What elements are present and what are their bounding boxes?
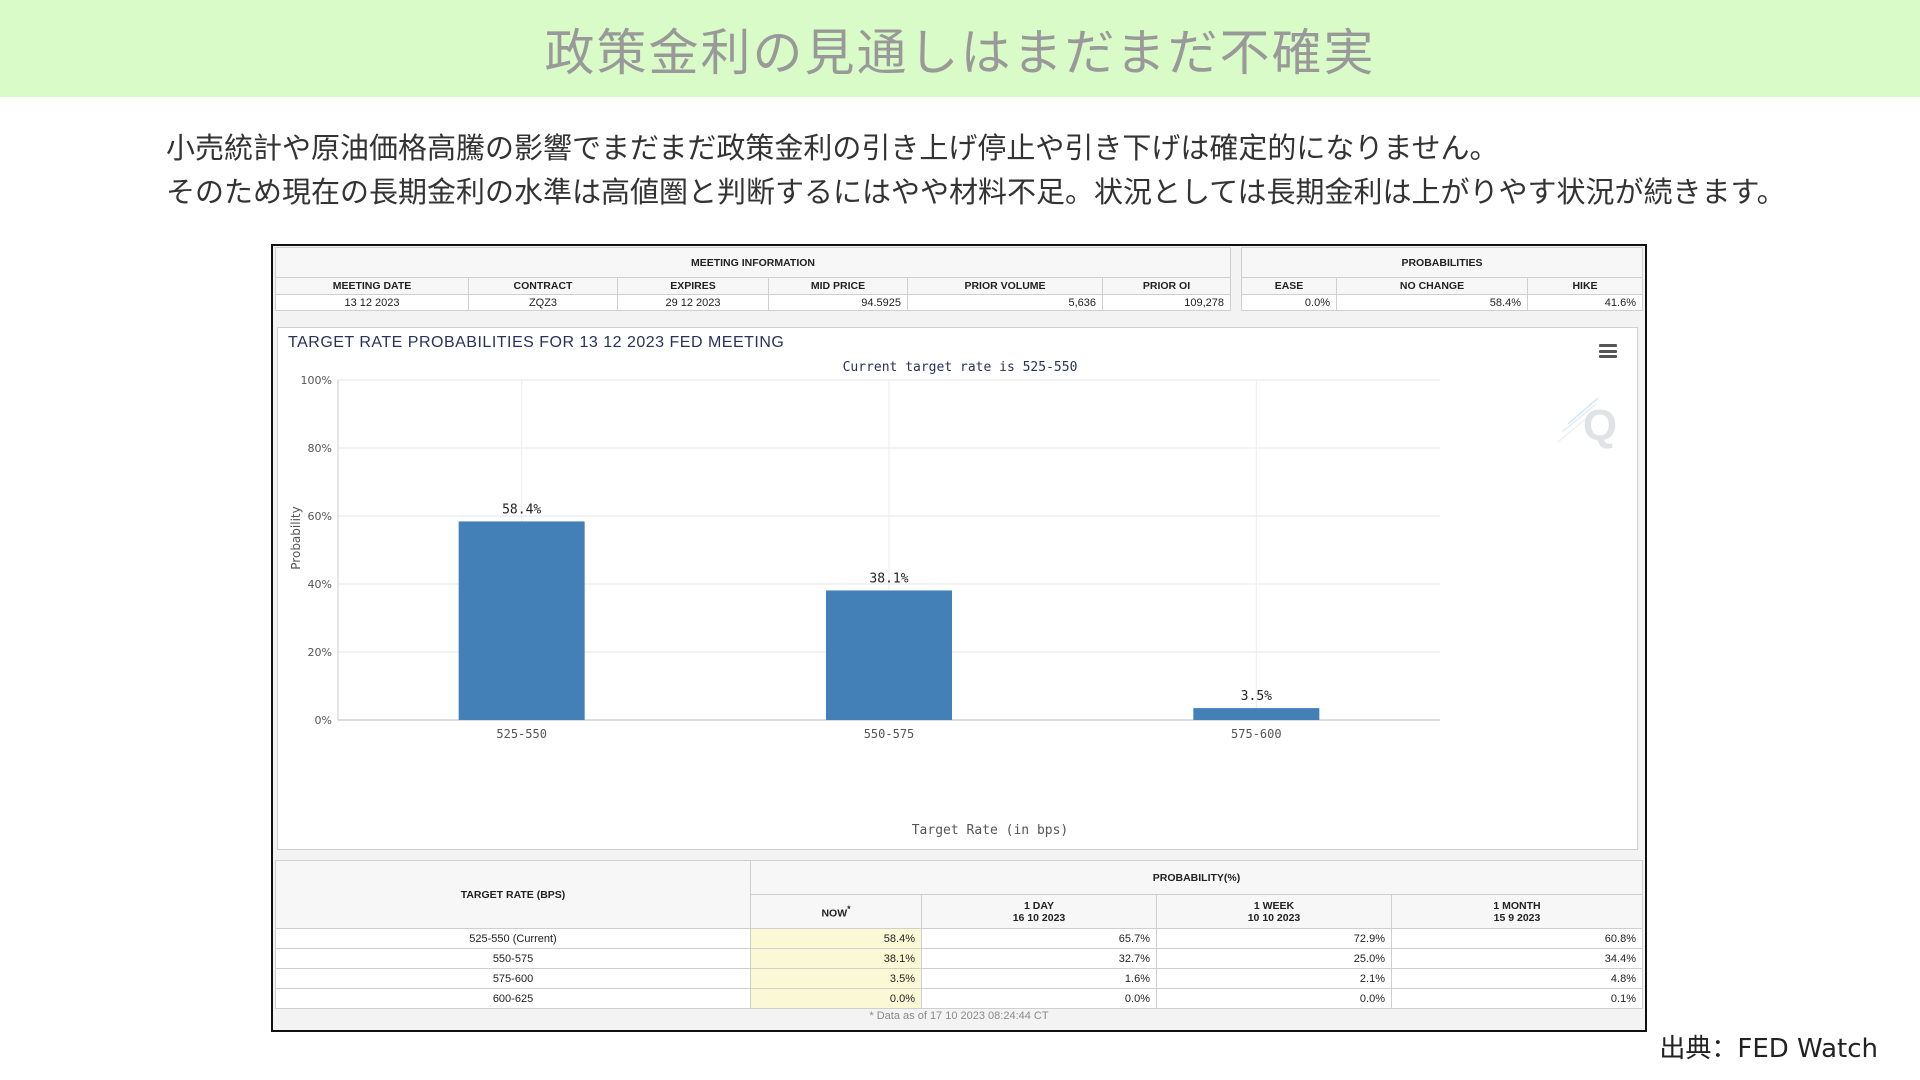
y-tick-label: 80% bbox=[308, 442, 332, 455]
contract-value: ZQZ3 bbox=[468, 294, 618, 311]
slide-title: 政策金利の見通しはまだまだ不確実 bbox=[544, 23, 1376, 82]
data-timestamp-note: * Data as of 17 10 2023 08:24:44 CT bbox=[869, 1010, 1049, 1022]
meeting-date-header: MEETING DATE bbox=[275, 277, 469, 295]
no-change-value: 58.4% bbox=[1336, 294, 1528, 311]
bar-value-label: 3.5% bbox=[1241, 689, 1272, 704]
x-tick-label: 525-550 bbox=[496, 727, 547, 741]
meeting-date-value: 13 12 2023 bbox=[275, 294, 469, 311]
no-change-header: NO CHANGE bbox=[1336, 277, 1528, 295]
one-week-header: 1 WEEK 10 10 2023 bbox=[1156, 894, 1392, 929]
prior-volume-header: PRIOR VOLUME bbox=[907, 277, 1103, 295]
bar-575-600[interactable] bbox=[1193, 708, 1320, 720]
table-row: 575-600 3.5% 1.6% 2.1% 4.8% bbox=[275, 968, 1643, 989]
fedwatch-screenshot: MEETING INFORMATION MEETING DATE CONTRAC… bbox=[271, 244, 1647, 1032]
probabilities-table: PROBABILITIES EASE NO CHANGE HIKE 0.0% 5… bbox=[1241, 247, 1643, 311]
bar-value-label: 38.1% bbox=[869, 571, 908, 586]
target-rate-header: TARGET RATE (BPS) bbox=[275, 860, 751, 929]
hike-header: HIKE bbox=[1527, 277, 1643, 295]
table-row: 550-575 38.1% 32.7% 25.0% 34.4% bbox=[275, 948, 1643, 969]
meeting-info-table: MEETING INFORMATION MEETING DATE CONTRAC… bbox=[275, 247, 1231, 311]
x-axis-label: Target Rate (in bps) bbox=[912, 823, 1069, 838]
prior-volume-value: 5,636 bbox=[907, 294, 1103, 311]
y-tick-label: 60% bbox=[308, 510, 332, 523]
ease-header: EASE bbox=[1241, 277, 1337, 295]
chart-title: TARGET RATE PROBABILITIES FOR 13 12 2023… bbox=[288, 334, 785, 351]
probability-table: TARGET RATE (BPS) PROBABILITY(%) NOW* 1 … bbox=[275, 860, 1643, 1009]
one-month-header: 1 MONTH 15 9 2023 bbox=[1391, 894, 1643, 929]
prior-oi-header: PRIOR OI bbox=[1102, 277, 1231, 295]
source-credit: 出典：FED Watch bbox=[1659, 1034, 1878, 1064]
one-day-header: 1 DAY 16 10 2023 bbox=[921, 894, 1157, 929]
bar-525-550[interactable] bbox=[458, 521, 585, 720]
slide-header: 政策金利の見通しはまだまだ不確実 bbox=[0, 0, 1920, 97]
hike-value: 41.6% bbox=[1527, 294, 1643, 311]
slide-body: 小売統計や原油価格高騰の影響でまだまだ政策金利の引き上げ停止や引き下げは確定的に… bbox=[166, 126, 1906, 214]
mid-price-header: MID PRICE bbox=[768, 277, 908, 295]
slide-body-line-1: 小売統計や原油価格高騰の影響でまだまだ政策金利の引き上げ停止や引き下げは確定的に… bbox=[166, 131, 1499, 165]
meeting-info-heading: MEETING INFORMATION bbox=[275, 247, 1231, 278]
chart-panel: TARGET RATE PROBABILITIES FOR 13 12 2023… bbox=[277, 327, 1638, 850]
contract-header: CONTRACT bbox=[468, 277, 618, 295]
expires-value: 29 12 2023 bbox=[617, 294, 769, 311]
bar-chart: Current target rate is 525-550 Q 0% 20% 40… bbox=[289, 360, 1617, 838]
x-tick-label: 550-575 bbox=[864, 727, 915, 741]
y-tick-label: 40% bbox=[308, 578, 332, 591]
slide-body-line-2: そのため現在の長期金利の水準は高値圏と判断するにはやや材料不足。状況としては長期… bbox=[166, 175, 1786, 209]
mid-price-value: 94.5925 bbox=[768, 294, 908, 311]
bar-value-label: 58.4% bbox=[502, 502, 541, 517]
x-tick-label: 575-600 bbox=[1231, 727, 1282, 741]
expires-header: EXPIRES bbox=[617, 277, 769, 295]
prior-oi-value: 109,278 bbox=[1102, 294, 1231, 311]
y-axis-label: Probability bbox=[289, 506, 303, 569]
y-tick-label: 0% bbox=[315, 714, 332, 727]
bar-550-575[interactable] bbox=[826, 590, 952, 720]
table-row: 525-550 (Current) 58.4% 65.7% 72.9% 60.8… bbox=[275, 928, 1643, 949]
cme-q-logo-icon: Q bbox=[1557, 397, 1617, 450]
y-tick-label: 20% bbox=[308, 646, 332, 659]
y-tick-label: 100% bbox=[301, 374, 332, 387]
probability-header: PROBABILITY(%) bbox=[750, 860, 1643, 895]
hamburger-menu-icon[interactable] bbox=[1599, 344, 1617, 358]
svg-text:Q: Q bbox=[1583, 401, 1617, 450]
table-row: 600-625 0.0% 0.0% 0.0% 0.1% bbox=[275, 988, 1643, 1009]
chart-subtitle: Current target rate is 525-550 bbox=[843, 360, 1078, 375]
now-header: NOW* bbox=[750, 894, 922, 929]
probabilities-heading: PROBABILITIES bbox=[1241, 247, 1643, 278]
ease-value: 0.0% bbox=[1241, 294, 1337, 311]
